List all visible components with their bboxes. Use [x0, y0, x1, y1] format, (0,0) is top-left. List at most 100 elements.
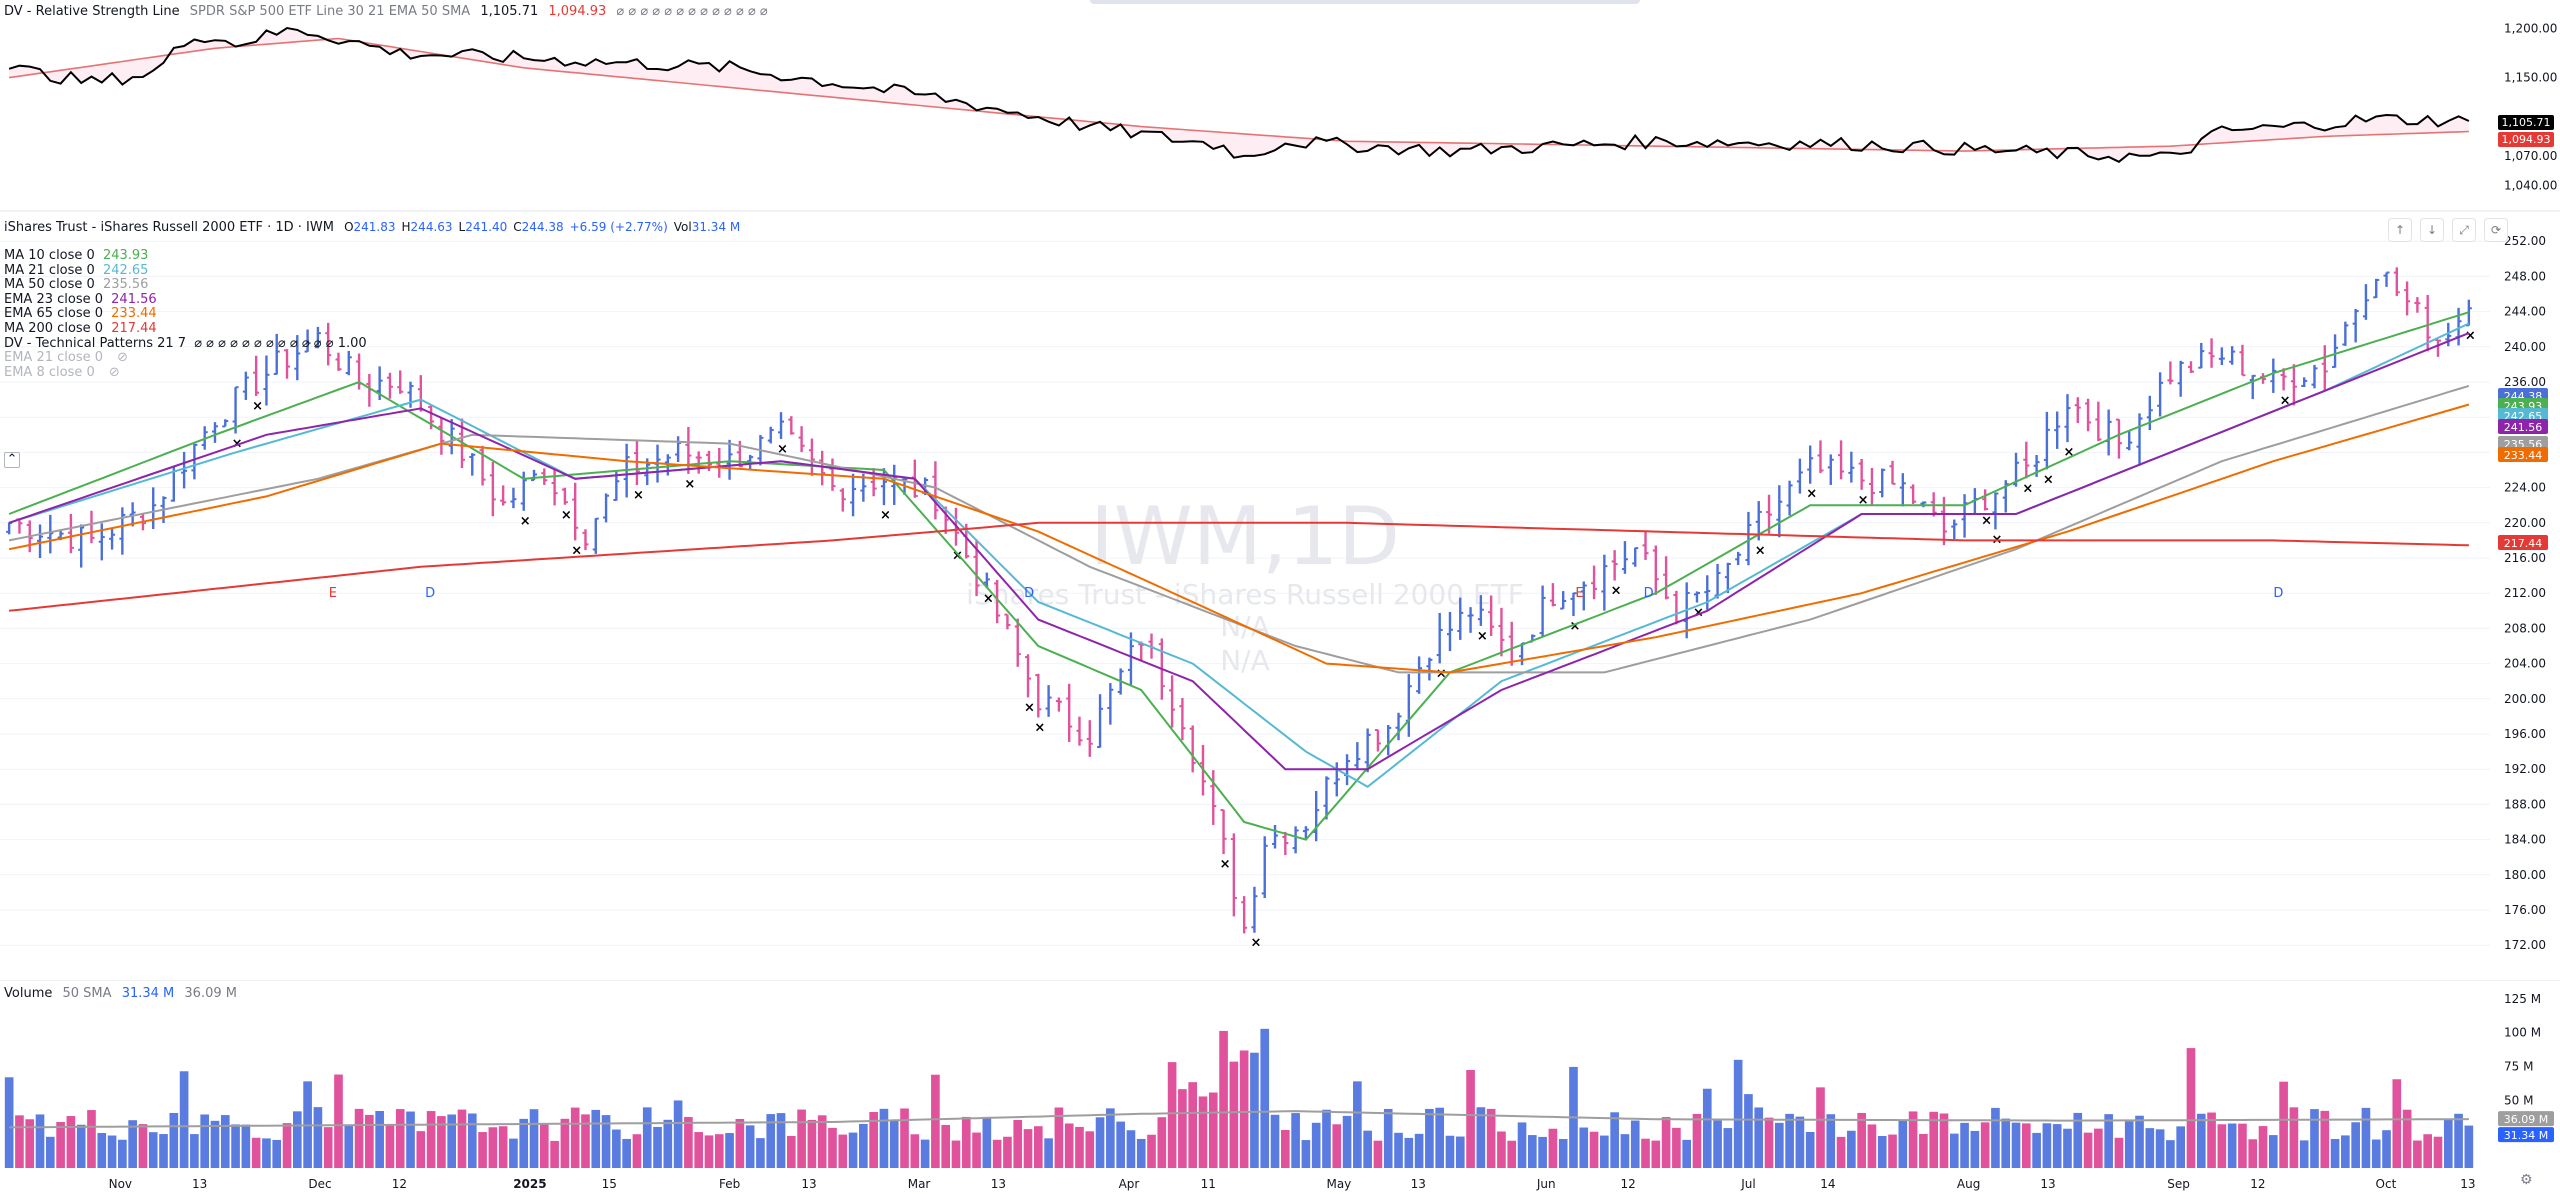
ohlc-bar: [1333, 762, 1340, 797]
volume-bar: [1661, 1117, 1671, 1168]
ohlc-bar: [469, 453, 476, 476]
ohlc-bar: [438, 417, 445, 455]
volume-bar: [1476, 1107, 1486, 1168]
pattern-marker: ×: [2465, 329, 2476, 344]
volume-bar: [2341, 1135, 2350, 1168]
ohlc-bar: [2239, 344, 2246, 377]
indicator-row[interactable]: MA 10 close 0 243.93: [4, 248, 148, 263]
move-pane-down-button[interactable]: ↓: [2420, 218, 2444, 242]
price-chart[interactable]: 252.00248.00244.00240.00236.00232.00228.…: [0, 214, 2560, 976]
ohlc-bar: [1354, 742, 1361, 770]
ohlc-bar: [88, 510, 95, 544]
volume-bar: [776, 1113, 786, 1168]
volume-bar: [1425, 1108, 1434, 1168]
maximize-pane-button[interactable]: ⤢: [2452, 218, 2476, 242]
volume-bar: [2258, 1126, 2268, 1168]
volume-bar: [1682, 1139, 1692, 1168]
relative-strength-pane[interactable]: DV - Relative Strength Line SPDR S&P 500…: [0, 0, 2560, 212]
volume-bar: [2063, 1128, 2072, 1168]
volume-bar: [1579, 1127, 1589, 1168]
ohlc-bar: [1786, 480, 1793, 516]
settings-gear-icon[interactable]: ⚙: [2520, 1172, 2533, 1188]
indicator-row[interactable]: MA 21 close 0 242.65: [4, 263, 148, 278]
ohlc-bar: [2414, 297, 2421, 313]
ohlc-bar: [1899, 473, 1906, 507]
rs-chart[interactable]: 1,200.00 1,150.00 1,070.00 1,040.00 1,105.71…: [0, 0, 2560, 212]
indicator-row[interactable]: EMA 23 close 0 241.56: [4, 292, 157, 307]
ohlc-bar: [932, 461, 939, 520]
ohlc-bar: [2136, 413, 2143, 466]
ohlc-bar: [1025, 654, 1032, 698]
x-tick-label: 13: [801, 1177, 816, 1191]
indicator-row[interactable]: EMA 8 close 0 ⊘: [4, 365, 120, 380]
volume-bar: [1239, 1050, 1249, 1168]
pattern-marker: ×: [571, 543, 582, 558]
volume-bar: [2186, 1048, 2196, 1168]
volume-bar: [282, 1123, 292, 1168]
ohlc-bar: [2270, 358, 2277, 393]
x-tick-label: Mar: [908, 1177, 931, 1191]
indicator-row[interactable]: EMA 65 close 0 233.44: [4, 306, 157, 321]
volume-bar: [179, 1071, 189, 1168]
hidden-eye-icon[interactable]: ⊘: [108, 364, 120, 380]
indicator-value: 233.44: [107, 306, 157, 322]
volume-y-tick-label: 75 M: [2504, 1059, 2533, 1073]
collapse-legend-button[interactable]: ⌃: [4, 452, 20, 468]
ohlc-bar: [1477, 595, 1484, 626]
volume-bar: [1435, 1107, 1445, 1168]
x-tick-label: Nov: [109, 1177, 132, 1191]
volume-bar: [2083, 1132, 2093, 1168]
move-pane-up-button[interactable]: ↑: [2388, 218, 2412, 242]
volume-bar: [2330, 1139, 2340, 1168]
pane-tools: ↑ ↓ ⤢ ⟳: [2388, 218, 2508, 242]
volume-bar: [251, 1137, 261, 1168]
ohlc-bar: [129, 502, 136, 527]
volume-bar: [467, 1113, 477, 1168]
ohlc-bar: [2177, 360, 2184, 397]
indicator-row[interactable]: EMA 21 close 0 ⊘: [4, 350, 128, 365]
volume-bar: [56, 1122, 65, 1168]
volume-bar: [66, 1116, 76, 1168]
volume-bar: [766, 1114, 776, 1168]
event-marker: D: [1024, 586, 1034, 601]
reset-pane-button[interactable]: ⟳: [2484, 218, 2508, 242]
pattern-marker: ×: [1611, 584, 1622, 599]
volume-legend-params: 50 SMA: [62, 986, 112, 1001]
y-tick-label: 220.00: [2504, 516, 2546, 530]
volume-bar: [478, 1132, 487, 1168]
ohlc-bar: [1261, 836, 1268, 899]
indicator-row[interactable]: DV - Technical Patterns 21 7 ⌀ ⌀ ⌀ ⌀ ⌀ ⌀…: [4, 336, 367, 351]
ohlc-bar: [778, 412, 785, 439]
y-tick-label: 236.00: [2504, 375, 2546, 389]
y-tick-label: 240.00: [2504, 340, 2546, 354]
top-handle[interactable]: [1090, 0, 1640, 4]
ohlc-bar: [1436, 612, 1443, 664]
volume-bar: [694, 1132, 704, 1168]
hidden-eye-icon[interactable]: ⊘: [117, 350, 129, 366]
price-pane[interactable]: 252.00248.00244.00240.00236.00232.00228.…: [0, 214, 2560, 976]
volume-bar: [838, 1134, 848, 1168]
volume-bar: [416, 1131, 426, 1168]
volume-bar: [992, 1139, 1002, 1168]
indicator-value: [99, 365, 103, 380]
ohlc-bar: [2332, 334, 2339, 369]
volume-bar: [1157, 1117, 1167, 1168]
ohlc-bar: [191, 443, 198, 480]
ohlc-bar: [1735, 551, 1742, 566]
y-tick-label: 196.00: [2504, 727, 2546, 741]
ohlc-bar: [2105, 409, 2112, 456]
volume-bar: [725, 1133, 734, 1168]
time-axis[interactable]: Nov 13 Dec 12 2025 15 Feb 13 Mar 13 Apr 11 May 13 Jun 1…: [0, 1172, 2560, 1194]
volume-bar: [1136, 1138, 1146, 1168]
indicator-row[interactable]: MA 200 close 0 217.44: [4, 321, 157, 336]
indicator-row[interactable]: MA 50 close 0 235.56: [4, 277, 148, 292]
indicator-value: 243.93: [98, 248, 149, 263]
volume-bar: [1919, 1133, 1928, 1168]
x-tick-label: Oct: [2376, 1177, 2397, 1191]
volume-legend: Volume 50 SMA 31.34 M 36.09 M: [4, 986, 243, 1001]
volume-bar: [2402, 1109, 2412, 1168]
ohlc-bar: [253, 355, 260, 396]
volume-bar: [684, 1117, 693, 1168]
